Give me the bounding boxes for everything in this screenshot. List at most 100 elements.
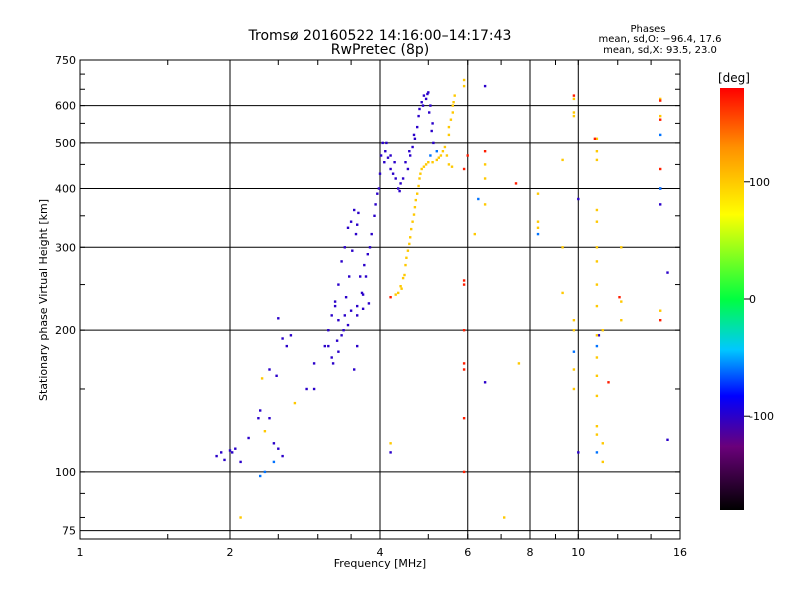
- y-tick-label: 100: [55, 466, 76, 479]
- data-point-o: [379, 154, 383, 157]
- data-point-o: [281, 337, 284, 340]
- data-point-cyan: [259, 474, 262, 478]
- data-point-x: [397, 291, 400, 295]
- data-point-x: [406, 249, 410, 252]
- data-point-x: [561, 158, 564, 162]
- data-point-o: [389, 154, 392, 157]
- y-axis-label: Stationary phase Virtual Height [km]: [37, 199, 50, 401]
- data-point-o: [659, 203, 662, 206]
- data-point-o: [432, 141, 435, 145]
- data-point-o: [356, 344, 359, 348]
- data-point-cyan: [595, 451, 599, 454]
- data-point-x: [400, 287, 403, 290]
- data-point-o: [342, 329, 345, 332]
- data-point-cyan: [272, 460, 276, 464]
- data-point-noise: [659, 118, 662, 121]
- data-point-cyan: [263, 470, 267, 474]
- data-point-x: [536, 226, 540, 229]
- data-point-cyan: [595, 344, 599, 348]
- data-point-x: [572, 329, 576, 332]
- data-point-o: [421, 104, 425, 107]
- data-point-o: [340, 260, 343, 263]
- data-point-o: [394, 177, 397, 180]
- data-point-o: [429, 104, 432, 107]
- data-point-x: [483, 163, 487, 166]
- data-point-x: [450, 165, 454, 168]
- data-point-x: [595, 374, 599, 377]
- data-point-x: [418, 177, 421, 180]
- data-point-x: [601, 329, 604, 332]
- data-point-x: [572, 114, 576, 118]
- data-point-o: [361, 307, 365, 310]
- chart-title: Tromsø 20160522 14:16:00–14:17:43: [248, 28, 512, 44]
- y-tick-label: 400: [55, 182, 76, 195]
- data-point-noise: [618, 296, 621, 299]
- data-point-x: [401, 276, 405, 280]
- data-point-o: [422, 94, 426, 97]
- data-point-noise: [389, 296, 392, 299]
- data-point-o: [404, 161, 407, 164]
- data-point-x: [620, 319, 623, 322]
- data-point-x: [595, 283, 599, 286]
- data-point-x: [412, 213, 416, 216]
- data-point-o: [391, 172, 395, 175]
- data-point-noise: [462, 470, 466, 474]
- data-point-x: [422, 165, 426, 168]
- data-point-o: [346, 323, 350, 327]
- data-point-x: [417, 184, 420, 188]
- data-point-o: [376, 192, 379, 195]
- x-tick-label: 8: [527, 546, 534, 559]
- data-point-x: [659, 97, 662, 101]
- data-point-o: [259, 409, 262, 412]
- data-point-o: [384, 150, 387, 153]
- data-point-noise: [462, 279, 466, 282]
- data-point-o: [354, 232, 358, 236]
- data-point-x: [462, 78, 466, 82]
- data-point-o: [348, 275, 351, 278]
- data-point-o: [356, 223, 359, 226]
- data-point-o: [366, 253, 369, 256]
- data-point-o: [360, 291, 364, 295]
- data-point-x: [572, 97, 576, 101]
- data-point-x: [473, 232, 476, 236]
- data-point-x: [435, 158, 438, 162]
- data-point-o: [430, 129, 433, 133]
- data-point-o: [272, 442, 276, 445]
- data-point-noise: [659, 167, 662, 171]
- data-point-o: [312, 362, 316, 365]
- data-point-x: [572, 111, 576, 114]
- data-point-o: [343, 246, 346, 249]
- data-point-noise: [462, 362, 466, 365]
- data-point-o: [312, 387, 316, 391]
- data-point-x: [445, 154, 449, 157]
- data-point-o: [335, 339, 339, 342]
- data-point-noise: [462, 368, 466, 371]
- data-point-o: [416, 125, 419, 129]
- data-point-o: [337, 283, 340, 286]
- data-point-x: [659, 309, 662, 312]
- grid-lines: [80, 60, 680, 539]
- data-point-o: [281, 454, 284, 458]
- data-point-o: [377, 187, 381, 190]
- data-point-x: [239, 516, 242, 519]
- data-point-o: [413, 137, 417, 140]
- y-tick-label: 300: [55, 241, 76, 254]
- data-point-x: [595, 208, 599, 212]
- data-point-o: [378, 172, 382, 175]
- data-point-o: [428, 111, 431, 114]
- x-axis-label: Frequency [MHz]: [334, 557, 426, 570]
- data-point-x: [419, 172, 422, 175]
- data-point-o: [351, 249, 354, 252]
- stats-line-x: mean, sd,X: 93.5, 23.0: [603, 45, 717, 56]
- data-point-o: [340, 334, 343, 337]
- data-point-o: [370, 232, 373, 236]
- data-point-x: [443, 145, 447, 149]
- data-point-o: [349, 220, 353, 223]
- y-tick-label: 75: [62, 525, 76, 538]
- data-point-o: [234, 447, 237, 450]
- y-tick-labels: 75 100 200 300 400 500 600 750: [55, 54, 76, 538]
- data-point-noise: [462, 167, 466, 171]
- data-point-o: [406, 167, 410, 171]
- data-point-x: [453, 94, 456, 97]
- data-point-o: [344, 296, 348, 299]
